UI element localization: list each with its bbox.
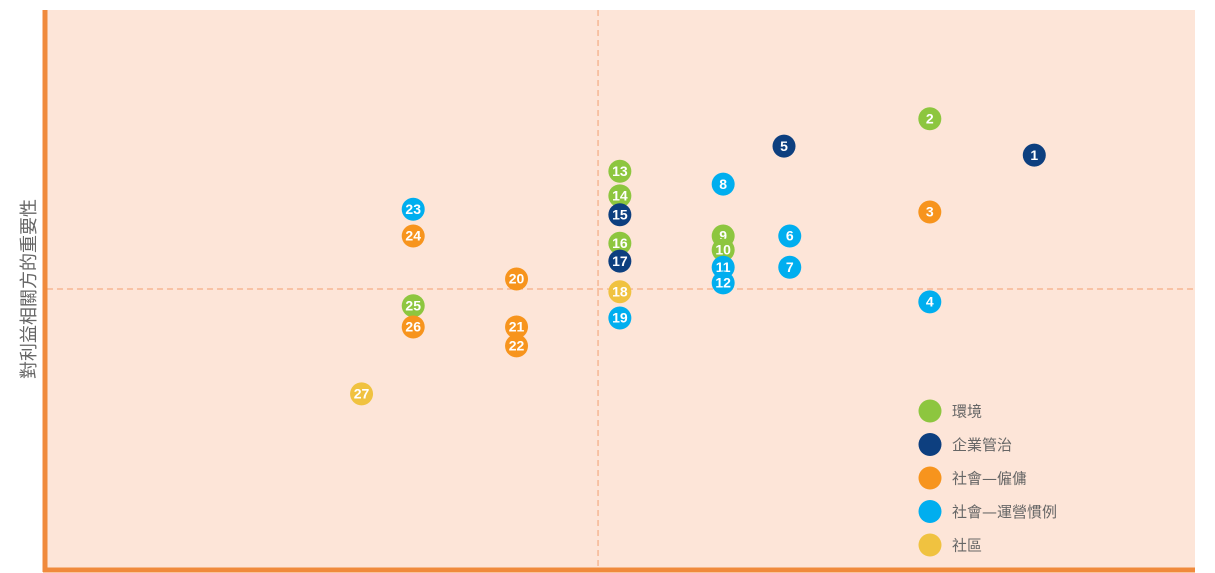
point-label: 18 bbox=[612, 283, 628, 299]
point bbox=[608, 184, 632, 208]
point bbox=[608, 159, 632, 183]
point-label: 15 bbox=[612, 206, 628, 222]
point-label: 4 bbox=[926, 294, 934, 310]
legend-swatch bbox=[918, 500, 942, 523]
point-label: 12 bbox=[715, 275, 731, 291]
point bbox=[772, 134, 796, 158]
point bbox=[778, 255, 802, 279]
legend-label: 社會—運營慣例 bbox=[952, 503, 1057, 521]
point bbox=[505, 315, 529, 339]
point-label: 10 bbox=[715, 242, 731, 258]
legend-label: 企業管治 bbox=[952, 436, 1012, 454]
point bbox=[1022, 143, 1046, 167]
point-label: 16 bbox=[612, 235, 628, 251]
point bbox=[918, 107, 942, 131]
point-label: 5 bbox=[780, 138, 788, 154]
point bbox=[918, 200, 942, 224]
point bbox=[401, 315, 425, 339]
legend-swatch bbox=[918, 399, 942, 423]
point bbox=[608, 306, 632, 330]
point-label: 26 bbox=[405, 319, 421, 335]
point-label: 3 bbox=[926, 204, 934, 220]
point-label: 21 bbox=[509, 319, 525, 335]
legend-swatch bbox=[918, 433, 942, 456]
legend-label: 社會—僱傭 bbox=[952, 470, 1027, 488]
point-label: 14 bbox=[612, 188, 628, 204]
point bbox=[401, 197, 425, 221]
point bbox=[608, 249, 632, 273]
point-label: 22 bbox=[509, 338, 525, 354]
point bbox=[918, 290, 942, 314]
point bbox=[711, 271, 735, 295]
point-label: 2 bbox=[926, 111, 934, 127]
point-label: 27 bbox=[354, 386, 370, 402]
point-label: 8 bbox=[719, 176, 727, 192]
point bbox=[401, 294, 425, 318]
point bbox=[711, 238, 735, 262]
point-label: 11 bbox=[716, 259, 731, 275]
legend-swatch bbox=[918, 533, 942, 557]
point bbox=[608, 231, 632, 255]
point-label: 7 bbox=[786, 259, 794, 275]
point-label: 23 bbox=[405, 201, 421, 217]
y-axis-label: 對利益相關方的重要性 bbox=[19, 199, 40, 379]
point-label: 19 bbox=[612, 310, 628, 326]
point bbox=[505, 334, 529, 358]
point bbox=[401, 224, 425, 248]
point-label: 6 bbox=[786, 228, 794, 244]
point-label: 17 bbox=[612, 253, 628, 269]
point bbox=[711, 172, 735, 196]
point-label: 1 bbox=[1030, 147, 1038, 163]
point bbox=[778, 224, 802, 248]
point-label: 24 bbox=[405, 228, 421, 244]
legend-label: 環境 bbox=[952, 403, 982, 421]
point-label: 20 bbox=[509, 271, 525, 287]
point-label: 13 bbox=[612, 163, 628, 179]
point bbox=[350, 382, 374, 406]
point-label: 25 bbox=[405, 297, 421, 313]
legend-swatch bbox=[918, 466, 942, 490]
point-label: 9 bbox=[719, 228, 727, 244]
legend-label: 社區 bbox=[952, 537, 982, 555]
point bbox=[608, 280, 632, 304]
point bbox=[608, 203, 632, 227]
point bbox=[505, 267, 529, 291]
